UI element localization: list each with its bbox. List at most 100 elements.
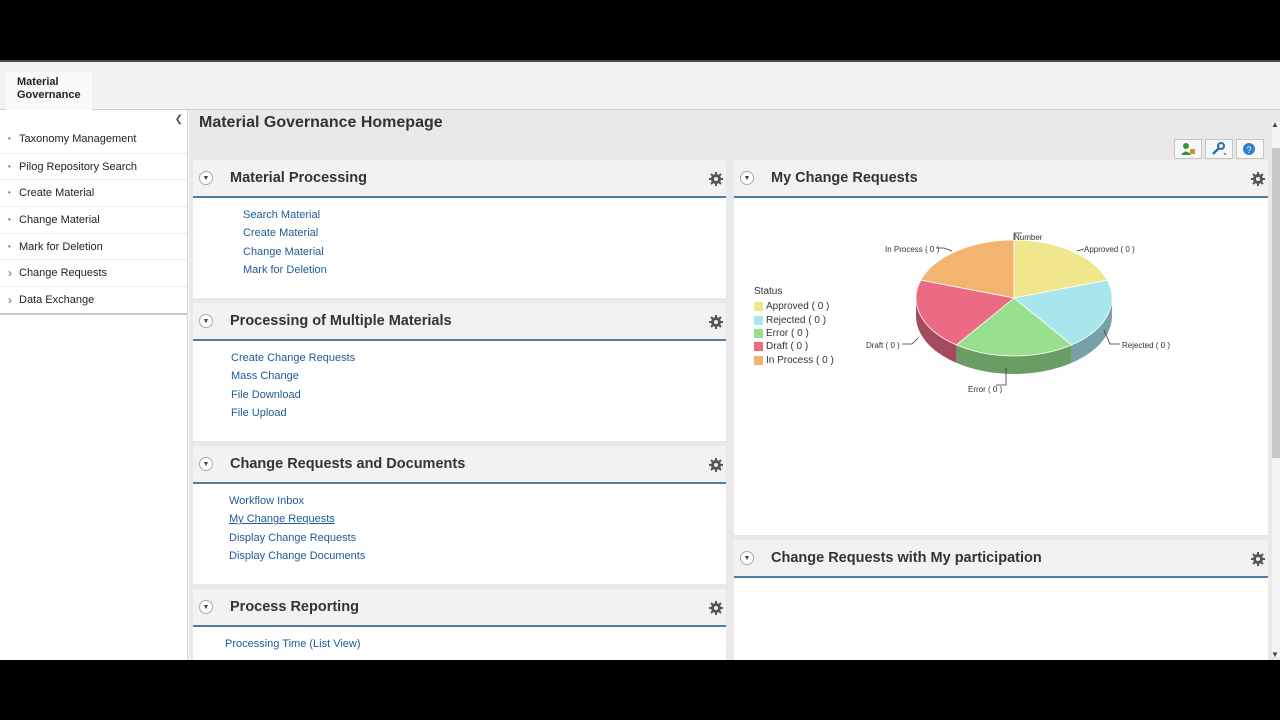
sidebar-item-data-exchange[interactable]: › Data Exchange [0, 286, 187, 313]
scroll-down-icon[interactable]: ▼ [1271, 650, 1279, 659]
gear-icon[interactable] [709, 601, 723, 615]
link-mass-change[interactable]: Mass Change [231, 370, 299, 383]
sidebar-list: • Taxonomy Management • Pilog Repository S… [0, 126, 187, 315]
sidebar-item-label: Pilog Repository Search [19, 160, 138, 173]
page-title: Material Governance Homepage [199, 114, 443, 131]
link-search-material[interactable]: Search Material [243, 209, 321, 221]
link-create-material[interactable]: Create Material [243, 227, 319, 240]
pie-slice[interactable] [915, 279, 1015, 346]
link-file-upload[interactable]: File Upload [231, 406, 287, 419]
sidebar-item-label: Taxonomy Management [19, 133, 137, 145]
pie-slice-side [956, 344, 1072, 374]
legend-item: In Process ( 0 ) [754, 354, 834, 367]
panel-material-processing: ▼ Material Processing Search Material Cr… [193, 160, 726, 298]
legend-title: Status [754, 286, 783, 297]
legend-label: Draft ( 0 ) [766, 341, 809, 353]
pie-slice[interactable] [1013, 239, 1108, 299]
scroll-up-icon[interactable]: ▲ [1271, 120, 1279, 129]
toolbar: ? [1174, 139, 1264, 159]
link-list: Workflow Inbox My Change Requests Displa… [193, 484, 726, 565]
panel-processing-multiple-materials: ▼ Processing of Multiple Materials Creat… [193, 303, 726, 441]
personalize-button[interactable] [1174, 139, 1202, 159]
panel-title: Process Reporting [230, 599, 359, 615]
nav-tab-bar: Material Governance [0, 66, 1280, 110]
pie-label-in-process: In Process ( 0 ) [885, 245, 940, 254]
link-list: Search Material Create Material Change M… [193, 198, 726, 279]
sidebar-item-label: Create Material [19, 187, 95, 200]
panel-change-requests-participation: ▼ Change Requests with My participation [734, 540, 1268, 660]
sidebar-item-change-requests[interactable]: › Change Requests [0, 259, 187, 286]
help-button[interactable]: ? [1236, 139, 1264, 159]
legend-label: In Process ( 0 ) [766, 354, 834, 366]
link-mark-for-deletion[interactable]: Mark for Deletion [243, 263, 327, 276]
panel-change-requests-documents: ▼ Change Requests and Documents Workflow… [193, 446, 726, 584]
bullet-icon: • [8, 134, 11, 143]
legend-swatch [754, 328, 763, 338]
collapse-toggle-icon[interactable]: ▼ [199, 457, 213, 471]
pie-slice[interactable] [955, 297, 1073, 357]
pie-label-draft: Draft ( 0 ) [866, 341, 900, 350]
chevron-right-icon: › [8, 293, 12, 308]
legend-item: Approved ( 0 ) [754, 300, 834, 313]
settings-button[interactable] [1205, 139, 1233, 159]
pie-leader-line [996, 368, 1007, 386]
chart-header-label: Number [1014, 233, 1043, 242]
collapse-toggle-icon[interactable]: ▼ [740, 171, 754, 185]
panel-header: ▼ My Change Requests [734, 160, 1268, 198]
bullet-icon: • [8, 188, 11, 198]
link-my-change-requests[interactable]: My Change Requests [229, 513, 335, 526]
collapse-toggle-icon[interactable]: ▼ [199, 314, 213, 328]
collapse-sidebar-icon[interactable]: ❮ [174, 114, 183, 125]
panel-header: ▼ Change Requests with My participation [734, 540, 1268, 578]
chart-legend: Status Approved ( 0 ) Rejected ( 0 ) Err… [754, 286, 834, 367]
panel-title: Change Requests with My participation [771, 550, 1042, 566]
status-pie-chart [902, 232, 1120, 386]
link-create-change-requests[interactable]: Create Change Requests [231, 352, 356, 364]
panel-header: ▼ Material Processing [193, 160, 726, 198]
pie-leader-line [902, 337, 919, 345]
legend-swatch [754, 355, 763, 365]
gear-icon[interactable] [709, 315, 723, 329]
link-file-download[interactable]: File Download [231, 388, 301, 401]
nav-tab-material-governance[interactable]: Material Governance [6, 72, 92, 110]
pie-leader-line [1013, 232, 1022, 240]
sidebar-item-label: Change Material [19, 214, 100, 227]
panel-title: Material Processing [230, 170, 367, 186]
collapse-toggle-icon[interactable]: ▼ [199, 171, 213, 185]
link-processing-time-list-view[interactable]: Processing Time (List View) [225, 638, 361, 650]
scrollbar-thumb[interactable] [1272, 148, 1280, 458]
chevron-right-icon: › [8, 266, 12, 281]
pie-slice-side [1071, 298, 1112, 363]
panel-header: ▼ Process Reporting [193, 589, 726, 627]
sidebar-item-mark-for-deletion[interactable]: • Mark for Deletion [0, 232, 187, 260]
vertical-scrollbar[interactable]: ▲ ▼ [1271, 120, 1280, 659]
link-change-material[interactable]: Change Material [243, 245, 324, 258]
pie-slice[interactable] [920, 239, 1015, 299]
pie-slice[interactable] [1013, 279, 1113, 346]
gear-icon[interactable] [709, 172, 723, 186]
legend-swatch [754, 302, 763, 312]
gear-icon[interactable] [709, 458, 723, 472]
main-content: Material Governance Homepage ? ▲ ▼ ▼ Mat… [190, 110, 1280, 660]
panel-title: Processing of Multiple Materials [230, 313, 452, 329]
link-workflow-inbox[interactable]: Workflow Inbox [229, 495, 304, 507]
gear-icon[interactable] [1251, 552, 1265, 566]
sidebar-item-create-material[interactable]: • Create Material [0, 179, 187, 206]
app-window: Material Governance ❮ • Taxonomy Manageme… [0, 62, 1280, 660]
link-display-change-documents[interactable]: Display Change Documents [229, 549, 366, 562]
sidebar-item-label: Mark for Deletion [19, 240, 103, 253]
legend-label: Approved ( 0 ) [766, 301, 830, 313]
sidebar-item-taxonomy-management[interactable]: • Taxonomy Management [0, 126, 187, 153]
legend-swatch [754, 315, 763, 325]
sidebar: ❮ • Taxonomy Management • Pilog Repository… [0, 110, 188, 660]
collapse-toggle-icon[interactable]: ▼ [740, 551, 754, 565]
pie-leader-line [936, 247, 953, 252]
pie-label-approved: Approved ( 0 ) [1084, 245, 1135, 254]
sidebar-item-pilog-repository-search[interactable]: • Pilog Repository Search [0, 152, 187, 180]
collapse-toggle-icon[interactable]: ▼ [199, 600, 213, 614]
sidebar-item-change-material[interactable]: • Change Material [0, 206, 187, 233]
link-display-change-requests[interactable]: Display Change Requests [229, 531, 357, 544]
gear-icon[interactable] [1251, 172, 1265, 186]
legend-item: Rejected ( 0 ) [754, 313, 834, 326]
pie-label-rejected: Rejected ( 0 ) [1122, 341, 1171, 350]
